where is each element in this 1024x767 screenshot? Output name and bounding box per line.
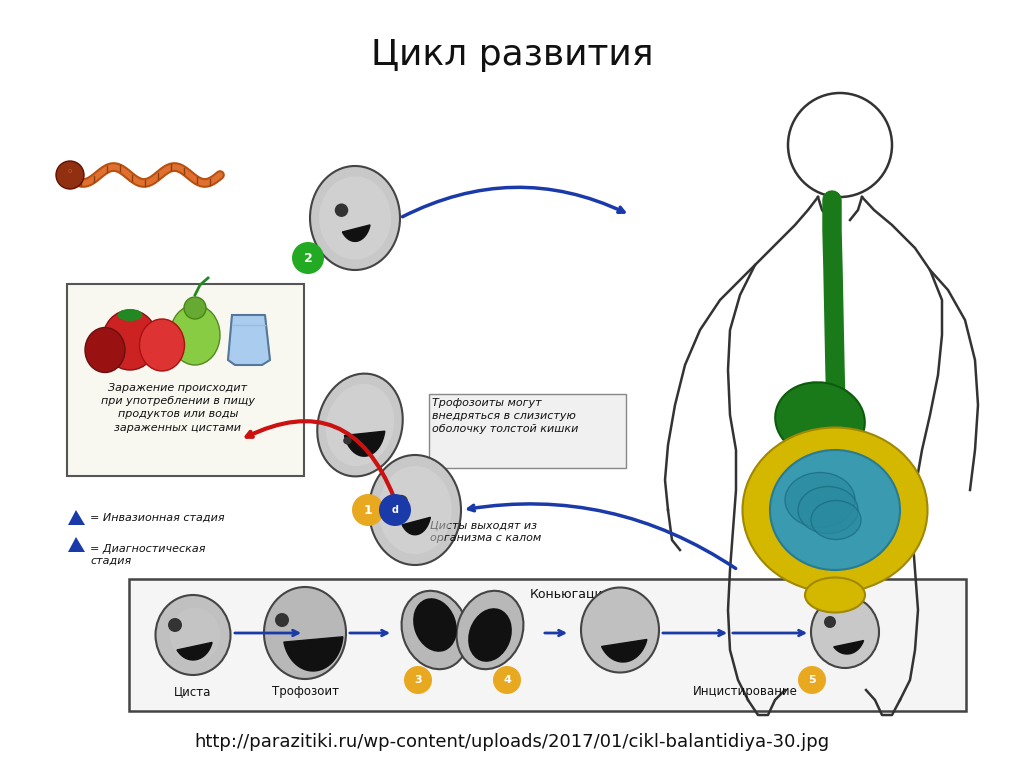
Text: Инцистирование: Инцистирование xyxy=(692,685,798,698)
Polygon shape xyxy=(834,640,863,654)
Text: = Диагностическая
стадия: = Диагностическая стадия xyxy=(90,544,206,565)
Ellipse shape xyxy=(811,596,879,668)
Polygon shape xyxy=(284,637,343,671)
Ellipse shape xyxy=(369,455,461,565)
Text: http://parazitiki.ru/wp-content/uploads/2017/01/cikl-balantidiya-30.jpg: http://parazitiki.ru/wp-content/uploads/… xyxy=(195,733,829,751)
Ellipse shape xyxy=(775,382,865,458)
Ellipse shape xyxy=(310,166,400,270)
Text: 2: 2 xyxy=(304,252,312,265)
Text: Циста: Циста xyxy=(174,685,212,698)
Ellipse shape xyxy=(468,608,512,662)
Ellipse shape xyxy=(319,176,391,259)
Text: o: o xyxy=(68,168,72,174)
Polygon shape xyxy=(402,517,430,535)
Ellipse shape xyxy=(170,607,220,663)
Text: 4: 4 xyxy=(503,675,511,685)
Ellipse shape xyxy=(811,501,861,539)
Ellipse shape xyxy=(102,310,158,370)
Ellipse shape xyxy=(85,328,125,373)
Circle shape xyxy=(493,666,521,694)
Circle shape xyxy=(335,203,348,217)
Ellipse shape xyxy=(742,427,928,592)
Ellipse shape xyxy=(317,374,402,476)
Polygon shape xyxy=(68,537,85,552)
Text: 3: 3 xyxy=(414,675,422,685)
Ellipse shape xyxy=(378,466,452,554)
Circle shape xyxy=(168,618,182,632)
Ellipse shape xyxy=(343,436,351,445)
Ellipse shape xyxy=(785,472,855,528)
Circle shape xyxy=(275,613,289,627)
Ellipse shape xyxy=(118,309,142,321)
Ellipse shape xyxy=(156,595,230,675)
Text: Цисты выходят из
организма с калом: Цисты выходят из организма с калом xyxy=(430,520,542,543)
Text: 1: 1 xyxy=(364,503,373,516)
Circle shape xyxy=(824,616,836,628)
Ellipse shape xyxy=(581,588,659,673)
Ellipse shape xyxy=(264,587,346,679)
Polygon shape xyxy=(228,315,270,365)
Circle shape xyxy=(56,161,84,189)
Polygon shape xyxy=(177,643,212,660)
Ellipse shape xyxy=(805,578,865,613)
Text: 5: 5 xyxy=(808,675,816,685)
Text: d: d xyxy=(391,505,398,515)
Circle shape xyxy=(352,494,384,526)
Polygon shape xyxy=(68,510,85,525)
Circle shape xyxy=(379,494,411,526)
Text: Трофозоит: Трофозоит xyxy=(271,685,339,698)
Ellipse shape xyxy=(401,591,468,669)
Polygon shape xyxy=(601,640,647,662)
Ellipse shape xyxy=(770,450,900,570)
FancyBboxPatch shape xyxy=(129,579,966,711)
Ellipse shape xyxy=(139,319,184,371)
Circle shape xyxy=(292,242,324,274)
FancyBboxPatch shape xyxy=(67,284,304,476)
Text: Цикл развития: Цикл развития xyxy=(371,38,653,72)
Circle shape xyxy=(404,666,432,694)
Text: Заражение происходит
при употреблении в пищу
продуктов или воды
зараженных циста: Заражение происходит при употреблении в … xyxy=(101,383,255,433)
Polygon shape xyxy=(344,431,385,456)
Ellipse shape xyxy=(798,486,858,534)
Ellipse shape xyxy=(170,305,220,365)
Text: Трофозоиты могут
внедряться в слизистую
оболочку толстой кишки: Трофозоиты могут внедряться в слизистую … xyxy=(432,398,579,434)
Ellipse shape xyxy=(184,297,206,319)
Ellipse shape xyxy=(413,598,457,652)
Circle shape xyxy=(394,495,409,509)
Circle shape xyxy=(798,666,826,694)
FancyBboxPatch shape xyxy=(429,394,626,468)
Ellipse shape xyxy=(326,384,394,466)
Polygon shape xyxy=(342,225,370,242)
Ellipse shape xyxy=(457,591,523,669)
Text: = Инвазионная стадия: = Инвазионная стадия xyxy=(90,513,224,523)
Text: Коньюгация: Коньюгация xyxy=(529,587,610,600)
